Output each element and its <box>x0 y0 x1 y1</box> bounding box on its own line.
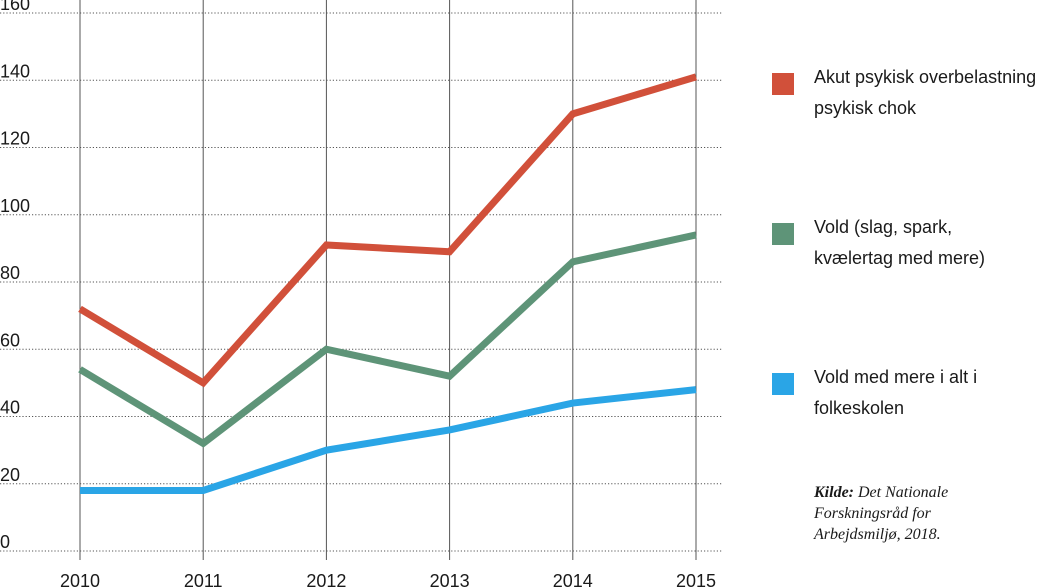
legend-swatch-vold <box>772 223 794 245</box>
legend-label-line: folkeskolen <box>814 398 905 418</box>
y-tick-label-0: 0 <box>0 532 10 552</box>
source-text: Det Nationale <box>854 484 949 501</box>
y-tick-label-120: 120 <box>0 129 30 149</box>
series-lines <box>78 73 698 494</box>
legend-label-line: psykisk chok <box>814 98 917 118</box>
source-line-1: Kilde: Det Nationale <box>814 482 1054 503</box>
legend-label-line: Akut psykisk overbelastning <box>814 67 1037 87</box>
legend-swatch-vold-i-alt <box>772 373 794 395</box>
series-line-0 <box>78 73 698 388</box>
legend-label-line: kvælertag med mere) <box>814 248 986 268</box>
x-tick-label-2011: 2011 <box>184 571 223 588</box>
legend-item-vold: Vold (slag, spark, kvælertag med mere) <box>772 212 985 274</box>
y-tick-label-20: 20 <box>0 465 20 485</box>
legend-label-vold-i-alt: Vold med mere i alt i folkeskolen <box>814 362 977 424</box>
legend-label-akut-psykisk: Akut psykisk overbelastning psykisk chok <box>814 62 1036 124</box>
x-tick-label-2015: 2015 <box>676 571 716 588</box>
y-tick-label-140: 140 <box>0 61 30 81</box>
source-line-2: Forskningsråd for <box>814 505 931 522</box>
grid <box>0 0 722 560</box>
tick-labels: 0 20 40 60 80 100 120 140 160 2010 2011 2012 2013 201… <box>0 0 716 588</box>
x-tick-label-2013: 2013 <box>430 571 470 588</box>
legend-label-line: Vold (slag, spark, <box>814 217 953 237</box>
x-tick-label-2012: 2012 <box>306 571 346 588</box>
x-tick-label-2010: 2010 <box>60 571 100 588</box>
series-line-1 <box>78 231 697 448</box>
source-line-3: Arbejdsmiljø, 2018. <box>814 526 941 543</box>
legend-item-vold-i-alt: Vold med mere i alt i folkeskolen <box>772 362 977 424</box>
source-label: Kilde: <box>814 484 854 501</box>
x-tick-label-2014: 2014 <box>553 571 593 588</box>
y-tick-label-40: 40 <box>0 398 20 418</box>
source-note: Kilde: Det Nationale Forskningsråd for A… <box>814 482 1054 545</box>
legend-label-vold: Vold (slag, spark, kvælertag med mere) <box>814 212 985 274</box>
legend-swatch-akut-psykisk <box>772 73 794 95</box>
legend-label-line: Vold med mere i alt i <box>814 367 978 387</box>
legend-item-akut-psykisk: Akut psykisk overbelastning psykisk chok <box>772 62 1036 124</box>
y-tick-label-60: 60 <box>0 330 20 350</box>
y-tick-label-80: 80 <box>0 263 20 283</box>
series-line-2 <box>80 386 697 494</box>
y-tick-label-100: 100 <box>0 196 30 216</box>
y-tick-label-160: 160 <box>0 0 30 14</box>
